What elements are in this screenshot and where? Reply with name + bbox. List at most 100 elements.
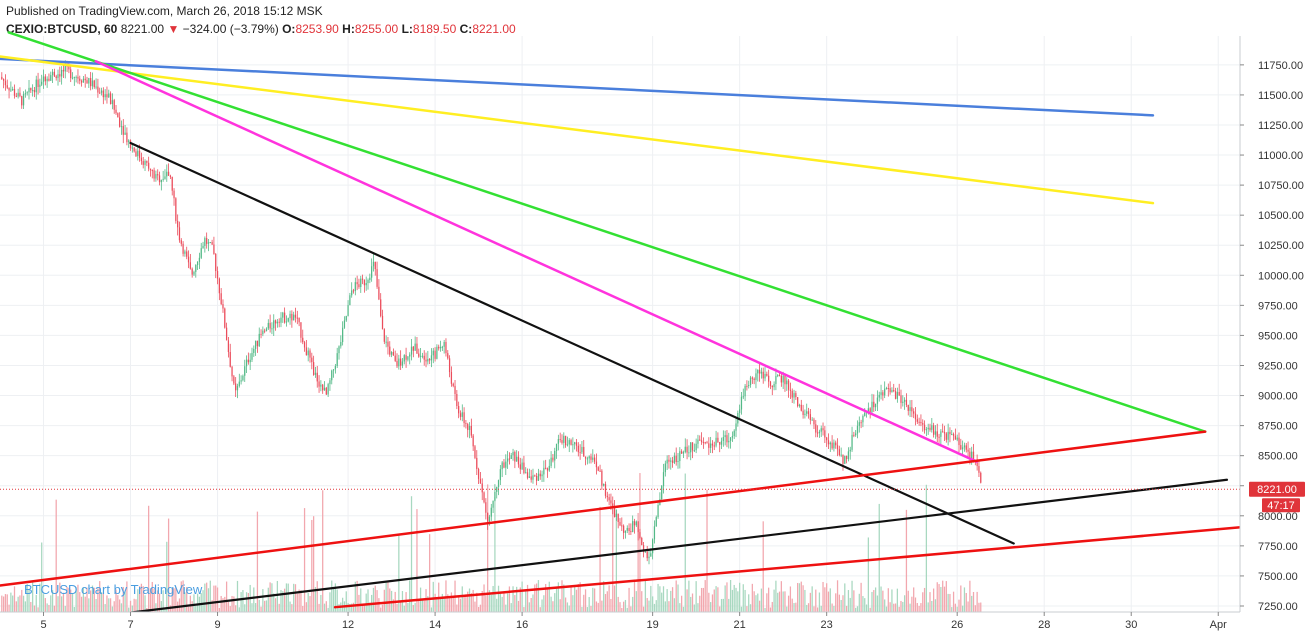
volume-bar	[974, 605, 976, 612]
volume-bar	[84, 596, 86, 612]
candle-body	[535, 476, 538, 481]
volume-bar	[951, 607, 953, 612]
volume-bar	[111, 606, 114, 612]
volume-bar	[378, 598, 380, 612]
volume-bar	[253, 587, 255, 612]
volume-bar	[786, 606, 788, 612]
candle-body	[332, 369, 335, 371]
volume-bar	[657, 583, 659, 612]
candle-body	[88, 78, 90, 84]
candle-body	[688, 452, 690, 454]
candle-body	[719, 442, 721, 445]
volume-bar	[15, 601, 17, 612]
candle-body	[902, 401, 904, 403]
volume-bar	[802, 585, 804, 612]
candle-body	[387, 341, 389, 347]
candle-body	[137, 150, 139, 157]
price-axis[interactable]: 7250.007500.007750.008000.008250.008500.…	[1239, 36, 1312, 613]
volume-bar	[4, 594, 7, 612]
volume-bar	[427, 596, 429, 612]
candle-body	[73, 76, 75, 78]
candle-body	[690, 442, 692, 453]
candle-body	[122, 126, 124, 135]
volume-bar	[679, 603, 681, 612]
volume-bar	[733, 584, 735, 612]
volume-bar	[450, 592, 453, 612]
trendlines[interactable]	[0, 31, 1264, 618]
time-axis[interactable]: 5 7 9 12 14 16 19 21 23 26 28 30 Apr	[0, 611, 1312, 637]
candle-body	[657, 505, 659, 518]
candle-body	[628, 528, 630, 532]
candle-body	[26, 92, 28, 94]
volume-bar	[835, 593, 837, 612]
candle-body	[376, 269, 378, 287]
candle-body	[483, 492, 485, 503]
candle-body	[894, 391, 897, 399]
candle-body	[396, 360, 398, 367]
volume-bar	[891, 589, 893, 612]
volume-bar	[628, 587, 630, 612]
candle-body	[133, 147, 135, 152]
candle-body	[265, 328, 268, 332]
volume-bar	[829, 588, 831, 612]
volume-bar	[200, 593, 202, 612]
volume-bar	[242, 590, 244, 612]
candle-body	[646, 551, 648, 559]
candle-body	[236, 386, 239, 391]
volume-bar	[650, 585, 652, 612]
volume-bar	[385, 582, 387, 612]
volume-bar	[653, 603, 656, 612]
last-price-badge-text: 8221.00	[1257, 484, 1297, 496]
price-tick-label: 7250.00	[1258, 601, 1298, 613]
candle-body	[802, 410, 804, 415]
symbol-label[interactable]: CEXIO:BTCUSD, 60	[6, 22, 118, 36]
volume-bar	[655, 600, 657, 612]
candle-body	[46, 78, 48, 82]
volume-bar	[564, 597, 567, 612]
candle-body	[575, 442, 578, 446]
volume-bar	[619, 602, 621, 612]
volume-bar	[884, 599, 886, 612]
volume-bar	[153, 588, 155, 612]
volume-bar	[916, 603, 918, 612]
volume-bar	[615, 509, 618, 612]
candle-body	[213, 244, 215, 254]
volume-bar	[820, 605, 822, 612]
candle-body	[53, 71, 56, 77]
candle-body	[454, 385, 456, 394]
volume-bar	[952, 591, 955, 612]
volume-bar	[545, 584, 547, 612]
volume-bar	[519, 587, 521, 612]
volume-bar	[416, 509, 418, 612]
volume-bar	[138, 586, 141, 612]
time-tick-label: 12	[342, 619, 354, 631]
volume-bar	[862, 596, 864, 612]
volume-bar	[439, 598, 442, 612]
candle-body	[182, 243, 184, 254]
candle-body	[253, 348, 255, 353]
volume-bar	[773, 589, 775, 612]
candle-body	[10, 89, 12, 91]
candle-body	[409, 354, 411, 357]
volume-bar	[334, 583, 337, 612]
candle-body	[79, 78, 81, 81]
candle-body	[702, 442, 705, 444]
volume-bar	[274, 598, 277, 612]
change-label: −324.00 (−3.79%)	[182, 22, 279, 36]
candle-body	[476, 457, 478, 470]
volume-bar	[905, 509, 908, 612]
volume-bar	[942, 580, 944, 612]
volume-bar	[624, 599, 627, 612]
volume-bar	[586, 607, 589, 612]
volume-bar	[1, 595, 3, 612]
volume-bar	[856, 606, 859, 612]
candle-body	[885, 388, 888, 390]
volume-bar	[396, 603, 398, 612]
candle-body	[463, 412, 465, 424]
candle-body	[809, 414, 811, 421]
candle-body	[769, 381, 772, 386]
volume-bar	[90, 590, 92, 612]
candle-body	[526, 472, 529, 478]
volume-bar	[245, 592, 248, 612]
